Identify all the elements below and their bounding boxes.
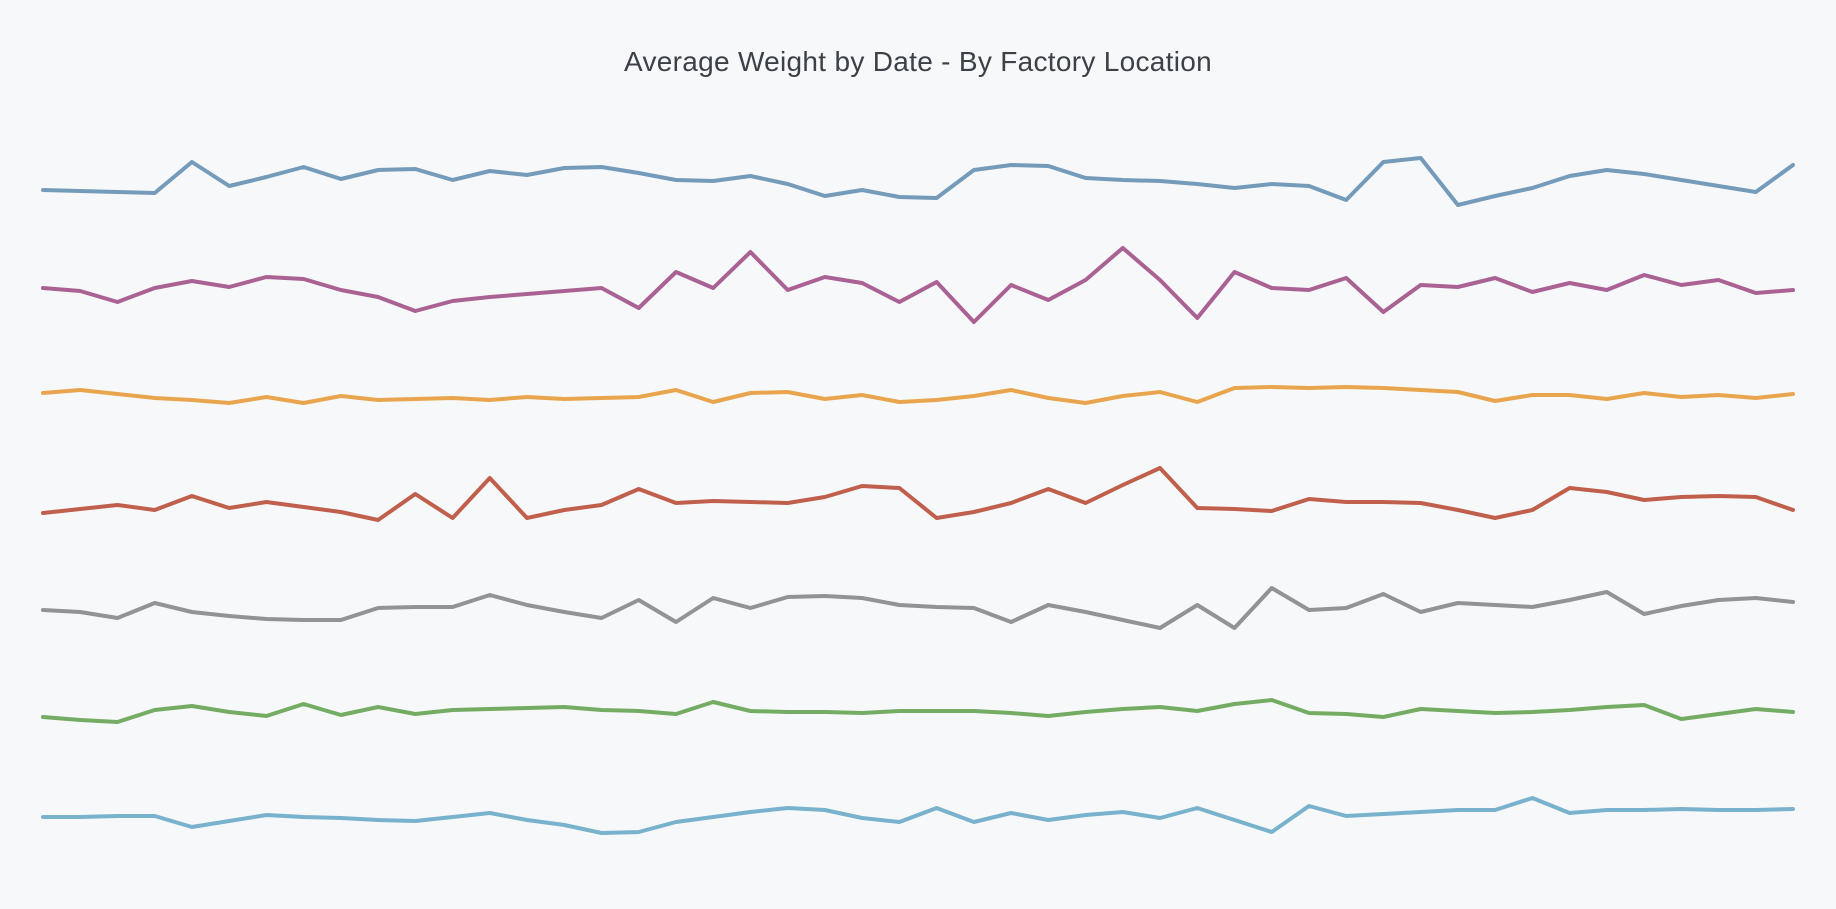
line-2-mauve: [41, 246, 1795, 324]
chart-title: Average Weight by Date - By Factory Loca…: [623, 46, 1212, 77]
line-6-green: [41, 698, 1795, 724]
line-3-orange: [41, 385, 1795, 405]
line-4-brick-red: [41, 466, 1795, 522]
line-1-steel-blue: [41, 156, 1795, 207]
line-7-sky-blue: [41, 796, 1795, 835]
line-5-gray: [41, 586, 1795, 630]
